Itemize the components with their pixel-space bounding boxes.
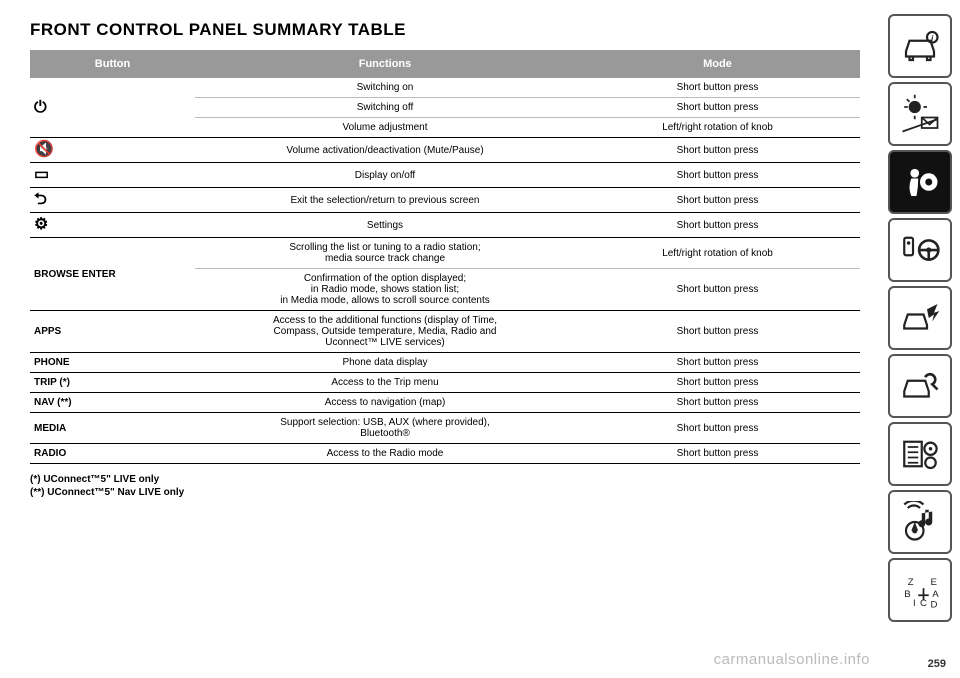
button-mute: 🔇 (30, 138, 195, 163)
wrench-icon (899, 365, 941, 407)
header-functions: Functions (195, 50, 575, 78)
page-number: 259 (928, 658, 946, 670)
crash-icon (899, 297, 941, 339)
power-icon: ⏻ (34, 100, 47, 116)
mode-cell: Short button press (575, 138, 860, 163)
back-icon: ⮌ (34, 192, 47, 208)
button-phone: PHONE (30, 353, 195, 373)
mode-cell: Short button press (575, 444, 860, 464)
mute-icon: 🔇 (34, 142, 54, 158)
button-browse: BROWSE ENTER (30, 238, 195, 311)
fn-cell: Access to the additional functions (disp… (195, 311, 575, 353)
light-mail-icon (899, 93, 941, 135)
settings-list-icon (899, 433, 941, 475)
fn-cell: Scrolling the list or tuning to a radio … (195, 238, 575, 269)
button-back: ⮌ (30, 188, 195, 213)
display-icon: ▭ (34, 167, 49, 183)
mode-cell: Short button press (575, 269, 860, 311)
fn-cell: Access to the Radio mode (195, 444, 575, 464)
header-button: Button (30, 50, 195, 78)
footnotes: (*) UConnect™5" LIVE only (**) UConnect™… (30, 474, 872, 498)
footnote-2: (**) UConnect™5" Nav LIVE only (30, 487, 872, 498)
button-media: MEDIA (30, 413, 195, 444)
watermark: carmanualsonline.info (714, 651, 870, 668)
sidebar-crash[interactable] (888, 286, 952, 350)
svg-text:B: B (904, 589, 910, 600)
fn-cell: Support selection: USB, AUX (where provi… (195, 413, 575, 444)
mode-cell: Short button press (575, 78, 860, 98)
footnote-1: (*) UConnect™5" LIVE only (30, 474, 872, 485)
sidebar-wrench[interactable] (888, 354, 952, 418)
fn-cell: Access to the Trip menu (195, 373, 575, 393)
button-display: ▭ (30, 163, 195, 188)
sidebar-abc[interactable]: Z E B A I C D (888, 558, 952, 622)
sidebar-light-mail[interactable] (888, 82, 952, 146)
mode-cell: Short button press (575, 373, 860, 393)
mode-cell: Short button press (575, 311, 860, 353)
mode-cell: Short button press (575, 353, 860, 373)
button-apps: APPS (30, 311, 195, 353)
page-title: FRONT CONTROL PANEL SUMMARY TABLE (30, 20, 872, 40)
abc-icon: Z E B A I C D (899, 569, 941, 611)
button-power: ⏻ (30, 78, 195, 138)
button-settings: ⚙ (30, 213, 195, 238)
button-radio: RADIO (30, 444, 195, 464)
header-mode: Mode (575, 50, 860, 78)
sidebar-key-wheel[interactable] (888, 218, 952, 282)
sidebar-settings-list[interactable] (888, 422, 952, 486)
fn-cell: Access to navigation (map) (195, 393, 575, 413)
fn-cell: Switching off (195, 98, 575, 118)
mode-cell: Short button press (575, 98, 860, 118)
sidebar-music-nav[interactable] (888, 490, 952, 554)
fn-cell: Exit the selection/return to previous sc… (195, 188, 575, 213)
fn-cell: Phone data display (195, 353, 575, 373)
fn-cell: Display on/off (195, 163, 575, 188)
sidebar: i Z E B A I C (882, 0, 960, 678)
fn-cell: Volume adjustment (195, 118, 575, 138)
music-nav-icon (899, 501, 941, 543)
key-wheel-icon (899, 229, 941, 271)
mode-cell: Short button press (575, 163, 860, 188)
svg-text:Z: Z (908, 577, 914, 588)
mode-cell: Left/right rotation of knob (575, 238, 860, 269)
sidebar-airbag[interactable] (888, 150, 952, 214)
svg-text:D: D (931, 600, 938, 611)
svg-text:E: E (931, 577, 937, 588)
mode-cell: Short button press (575, 393, 860, 413)
mode-cell: Short button press (575, 188, 860, 213)
airbag-icon (899, 161, 941, 203)
summary-table: Button Functions Mode ⏻ Switching on Sho… (30, 50, 860, 464)
button-nav: NAV (**) (30, 393, 195, 413)
svg-text:I: I (913, 598, 916, 609)
fn-cell: Volume activation/deactivation (Mute/Pau… (195, 138, 575, 163)
fn-cell: Settings (195, 213, 575, 238)
fn-cell: Confirmation of the option displayed; in… (195, 269, 575, 311)
sidebar-car-info[interactable]: i (888, 14, 952, 78)
button-trip: TRIP (*) (30, 373, 195, 393)
car-info-icon: i (899, 25, 941, 67)
fn-cell: Switching on (195, 78, 575, 98)
mode-cell: Short button press (575, 213, 860, 238)
mode-cell: Short button press (575, 413, 860, 444)
mode-cell: Left/right rotation of knob (575, 118, 860, 138)
svg-text:A: A (932, 589, 939, 600)
main-content: FRONT CONTROL PANEL SUMMARY TABLE Button… (0, 0, 882, 678)
gear-icon: ⚙ (34, 217, 48, 233)
